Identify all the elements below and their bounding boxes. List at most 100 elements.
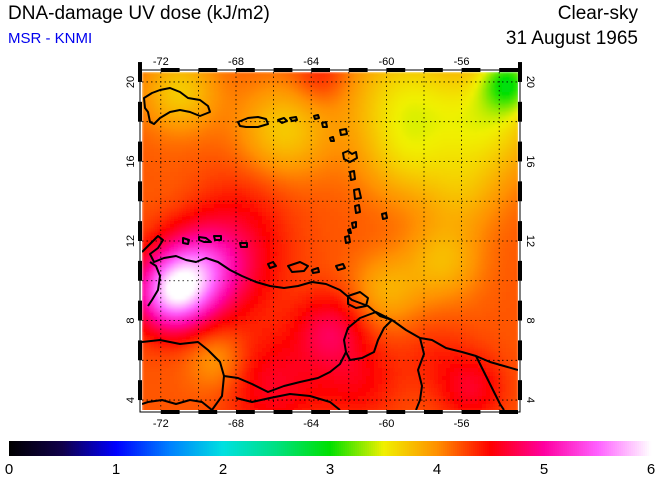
colorbar-segment	[323, 441, 326, 456]
coast-guadeloupe	[342, 150, 358, 163]
colorbar-segment	[389, 441, 392, 456]
colorbar-segment	[605, 441, 608, 456]
colorbar-segment	[149, 441, 152, 456]
colorbar-segment	[539, 441, 542, 456]
colorbar-segment	[69, 441, 72, 456]
colorbar-segment	[497, 441, 500, 456]
coast-grenadines	[347, 228, 352, 234]
lon-tick-label-bottom: -60	[378, 418, 394, 430]
colorbar-segment	[583, 441, 586, 456]
colorbar-segment	[59, 441, 62, 456]
coast-barbados	[381, 212, 388, 220]
lat-tick-label-left: 12	[125, 235, 137, 247]
colorbar-segment	[589, 441, 592, 456]
colorbar-segment	[635, 441, 638, 456]
colorbar-segment	[453, 441, 456, 456]
frame-segment	[160, 68, 180, 72]
colorbar-segment	[79, 441, 82, 456]
colorbar-segment	[177, 441, 180, 456]
colorbar-segment	[303, 441, 306, 456]
colorbar-segment	[649, 441, 652, 456]
colorbar-segment	[509, 441, 512, 456]
colorbar-segment	[265, 441, 268, 456]
frame-segment	[424, 68, 443, 72]
colorbar-segment	[89, 441, 92, 456]
colorbar-segment	[343, 441, 346, 456]
coast-tobago	[335, 263, 346, 271]
colorbar-segment	[123, 441, 126, 456]
colorbar-segment	[101, 441, 104, 456]
colorbar-segment	[245, 441, 248, 456]
colorbar-segment	[493, 441, 496, 456]
colorbar-segment	[99, 441, 102, 456]
colorbar-segment	[279, 441, 282, 456]
colorbar-segment	[613, 441, 616, 456]
colorbar-segment	[641, 441, 644, 456]
frame-segment	[518, 101, 522, 122]
colorbar-segment	[515, 441, 518, 456]
axis-tick-labels: -72 -72 -68 -68 -64 -64 -60 -60 -56 -56 4 4 8 8 12 12 16…	[125, 56, 536, 430]
frame-segment	[160, 410, 180, 414]
frame-segment	[138, 181, 142, 202]
colorbar-segment	[129, 441, 132, 456]
colorbar-segment	[455, 441, 458, 456]
colorbar-segment	[573, 441, 576, 456]
colorbar-segment	[625, 441, 628, 456]
colorbar-segment	[183, 441, 186, 456]
frame-segment	[138, 101, 142, 122]
coast-anguilla	[313, 114, 320, 120]
coast-virgin-islands	[277, 117, 288, 124]
colorbar-segment	[397, 441, 400, 456]
colorbar-segment	[541, 441, 544, 456]
colorbar-segment	[179, 441, 182, 456]
colorbar-segment	[375, 441, 378, 456]
colorbar-segment	[459, 441, 462, 456]
colorbar-segment	[251, 441, 254, 456]
colorbar-segment	[113, 441, 116, 456]
colorbar-segment	[91, 441, 94, 456]
colorbar-segment	[293, 441, 296, 456]
colorbar-segment	[451, 441, 454, 456]
coast-puerto-rico	[237, 116, 269, 128]
colorbar-segment	[71, 441, 74, 456]
colorbar-segment	[151, 441, 154, 456]
colorbar-segment	[533, 441, 536, 456]
colorbar-segment	[427, 441, 430, 456]
frame-segment	[198, 410, 218, 414]
colorbar-segment	[467, 441, 470, 456]
colorbar-segment	[275, 441, 278, 456]
colorbar-segment	[523, 441, 526, 456]
frame-segment	[138, 260, 142, 281]
colorbar-segment	[225, 441, 228, 456]
colorbar-tick-label: 1	[112, 461, 120, 478]
colorbar-segment	[485, 441, 488, 456]
colorbar-segment	[505, 441, 508, 456]
colorbar-segment	[593, 441, 596, 456]
colorbar-segment	[167, 441, 170, 456]
lon-tick-label-top: -64	[303, 56, 319, 68]
colorbar-segment	[503, 441, 506, 456]
colorbar-segment	[111, 441, 114, 456]
lon-tick-label-top: -68	[228, 56, 244, 68]
colorbar-segment	[555, 441, 558, 456]
border-suriname-guiana	[475, 355, 505, 410]
colorbar-segment	[551, 441, 554, 456]
colorbar-tick-label: 2	[219, 461, 227, 478]
coast-st-kitts	[321, 121, 328, 128]
colorbar-segment	[187, 441, 190, 456]
coast-curacao	[198, 236, 212, 243]
colorbar-segment	[383, 441, 386, 456]
colorbar-segment	[489, 441, 492, 456]
frame-segment	[461, 410, 481, 414]
colorbar-segment	[283, 441, 286, 456]
colorbar-segment	[39, 441, 42, 456]
colorbar-segment	[93, 441, 96, 456]
map-title: DNA-damage UV dose (kJ/m2)	[8, 3, 270, 24]
coast-guianas	[391, 319, 518, 371]
colorbar-segment	[33, 441, 36, 456]
colorbar-segment	[235, 441, 238, 456]
coast-margarita	[287, 261, 309, 273]
colorbar-segment	[55, 441, 58, 456]
colorbar-segment	[419, 441, 422, 456]
colorbar-segment	[481, 441, 484, 456]
